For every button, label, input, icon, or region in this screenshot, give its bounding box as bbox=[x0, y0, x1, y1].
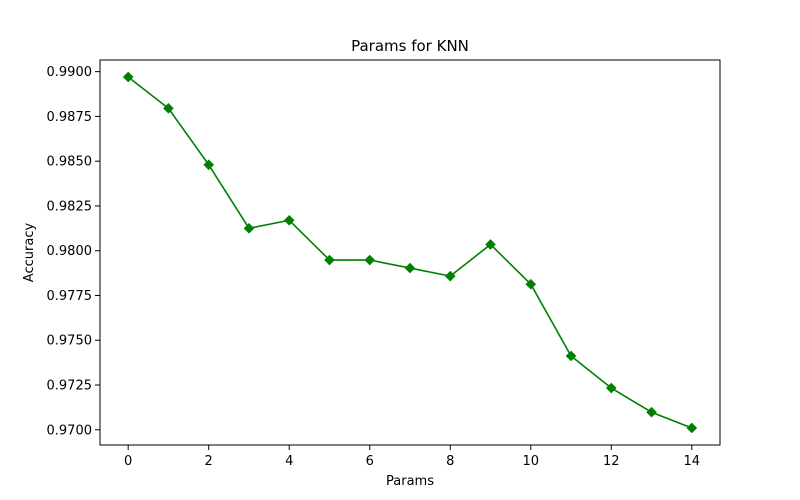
x-tick-label: 4 bbox=[285, 454, 293, 469]
y-tick-label: 0.9800 bbox=[47, 244, 93, 259]
chart-title: Params for KNN bbox=[351, 37, 469, 55]
data-point-marker bbox=[203, 159, 215, 171]
x-tick-label: 8 bbox=[446, 454, 454, 469]
x-tick-label: 14 bbox=[684, 454, 701, 469]
y-tick-label: 0.9850 bbox=[47, 155, 93, 170]
data-point-marker bbox=[283, 214, 295, 226]
data-point-marker bbox=[243, 223, 255, 234]
x-tick-label: 12 bbox=[603, 454, 620, 469]
data-point-marker bbox=[485, 239, 496, 250]
y-tick-label: 0.9825 bbox=[47, 199, 93, 214]
x-tick-label: 0 bbox=[124, 454, 132, 469]
x-tick-label: 10 bbox=[523, 454, 540, 469]
x-tick-label: 2 bbox=[205, 454, 213, 469]
y-tick-label: 0.9900 bbox=[47, 65, 93, 80]
axes-frame bbox=[99, 59, 721, 446]
data-point-marker bbox=[364, 254, 376, 266]
data-point-marker bbox=[324, 254, 335, 266]
y-tick-label: 0.9700 bbox=[47, 423, 93, 438]
y-tick-label: 0.9750 bbox=[47, 334, 93, 349]
data-point-marker bbox=[646, 406, 657, 418]
x-axis: 0 2 4 6 8 10 12 14 bbox=[124, 445, 700, 469]
plot-area bbox=[122, 71, 698, 434]
data-point-marker bbox=[525, 278, 537, 290]
data-point-marker bbox=[122, 71, 134, 83]
y-tick-label: 0.9725 bbox=[47, 379, 93, 394]
data-point-marker bbox=[686, 422, 698, 434]
y-axis: 0.9700 0.9725 0.9750 0.9775 0.9800 0.9825 0.98… bbox=[47, 65, 100, 438]
data-point-marker bbox=[163, 103, 174, 114]
y-tick-label: 0.9775 bbox=[47, 289, 93, 304]
y-axis-label: Accuracy bbox=[22, 223, 37, 283]
data-point-marker bbox=[605, 382, 617, 394]
data-point-marker bbox=[404, 262, 416, 274]
x-tick-label: 6 bbox=[366, 454, 374, 469]
data-point-marker bbox=[565, 350, 577, 362]
x-axis-label: Params bbox=[386, 474, 434, 489]
data-point-marker bbox=[444, 270, 456, 282]
y-tick-label: 0.9875 bbox=[47, 110, 93, 125]
